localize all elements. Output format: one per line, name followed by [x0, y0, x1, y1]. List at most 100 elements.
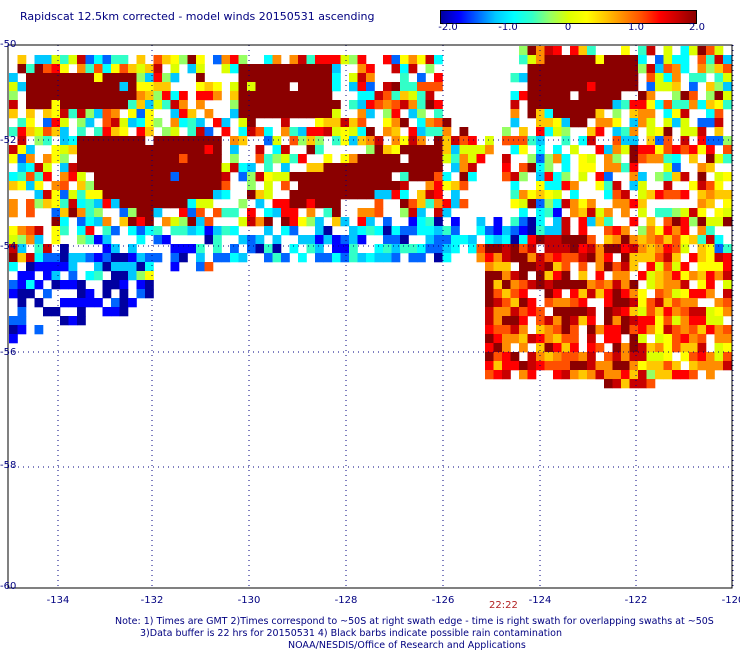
data-cell: [77, 190, 86, 200]
data-cell: [187, 226, 197, 236]
data-cell: [43, 109, 52, 119]
data-cell: [655, 352, 664, 362]
data-cell: [94, 82, 103, 92]
data-cell: [77, 154, 86, 164]
data-cell: [349, 82, 358, 92]
data-cell: [723, 253, 732, 263]
data-cell: [425, 91, 435, 101]
data-cell: [680, 334, 690, 344]
data-cell: [434, 73, 443, 83]
data-cell: [595, 361, 605, 371]
data-cell: [553, 118, 562, 128]
data-cell: [60, 154, 69, 164]
lon-label-122: -122: [624, 595, 648, 606]
data-cell: [527, 226, 537, 236]
data-cell: [536, 55, 545, 65]
data-cell: [612, 73, 622, 83]
data-cell: [570, 316, 579, 326]
data-cell: [128, 91, 137, 101]
data-cell: [561, 172, 571, 182]
data-cell: [136, 217, 146, 227]
data-cell: [638, 352, 647, 362]
data-cell: [272, 235, 282, 245]
data-cell: [612, 289, 622, 299]
data-cell: [612, 325, 622, 335]
data-cell: [17, 235, 27, 245]
data-cell: [493, 352, 503, 362]
data-cell: [374, 172, 384, 182]
data-cell: [629, 64, 639, 74]
data-cell: [663, 352, 673, 362]
data-cell: [383, 244, 392, 254]
data-cell: [332, 82, 341, 92]
data-cell: [119, 118, 129, 128]
data-cell: [527, 73, 537, 83]
colorbar-label-zero: 0: [564, 22, 572, 33]
data-cell: [77, 280, 86, 290]
data-cell: [51, 100, 61, 110]
data-cell: [723, 55, 732, 65]
data-cell: [255, 217, 265, 227]
data-cell: [85, 109, 95, 119]
data-cell: [689, 343, 698, 353]
data-cell: [68, 262, 78, 272]
data-cell: [315, 91, 324, 101]
data-cell: [400, 100, 409, 110]
data-cell: [578, 244, 588, 254]
data-cell: [111, 280, 120, 290]
data-cell: [34, 262, 44, 272]
data-cell: [94, 262, 103, 272]
data-cell: [204, 226, 214, 236]
data-cell: [408, 91, 418, 101]
data-cell: [587, 370, 596, 380]
data-cell: [485, 343, 494, 353]
data-cell: [85, 145, 95, 155]
data-cell: [111, 298, 120, 308]
data-cell: [646, 226, 656, 236]
data-cell: [153, 73, 163, 83]
data-cell: [119, 262, 129, 272]
data-cell: [247, 82, 256, 92]
data-cell: [544, 226, 554, 236]
data-cell: [697, 118, 707, 128]
data-cell: [519, 298, 528, 308]
data-cell: [179, 199, 188, 209]
data-cell: [663, 127, 673, 137]
data-cell: [247, 127, 256, 137]
data-cell: [442, 253, 452, 263]
data-cell: [697, 316, 707, 326]
data-cell: [493, 370, 503, 380]
data-cell: [60, 172, 69, 182]
data-cell: [111, 307, 120, 317]
data-cell: [400, 208, 409, 218]
data-cell: [714, 307, 724, 317]
data-cell: [527, 64, 537, 74]
data-cell: [315, 217, 324, 227]
data-cell: [638, 370, 647, 380]
data-cell: [238, 55, 248, 65]
data-cell: [43, 154, 52, 164]
data-cell: [408, 199, 418, 209]
data-cell: [468, 154, 477, 164]
data-cell: [34, 91, 44, 101]
data-cell: [663, 163, 673, 173]
data-cell: [502, 334, 511, 344]
data-cell: [485, 226, 494, 236]
data-cell: [544, 325, 554, 335]
data-cell: [519, 316, 528, 326]
data-cell: [621, 235, 630, 245]
data-cell: [196, 190, 205, 200]
data-cell: [289, 136, 299, 146]
data-cell: [26, 208, 35, 218]
data-cell: [383, 109, 392, 119]
data-cell: [170, 181, 180, 191]
data-cell: [510, 145, 520, 155]
data-cell: [43, 244, 52, 254]
data-cell: [680, 370, 690, 380]
data-cell: [323, 181, 333, 191]
data-cell: [102, 172, 112, 182]
data-cell: [51, 217, 61, 227]
data-cell: [298, 82, 307, 92]
data-cell: [663, 100, 673, 110]
data-cell: [357, 118, 367, 128]
